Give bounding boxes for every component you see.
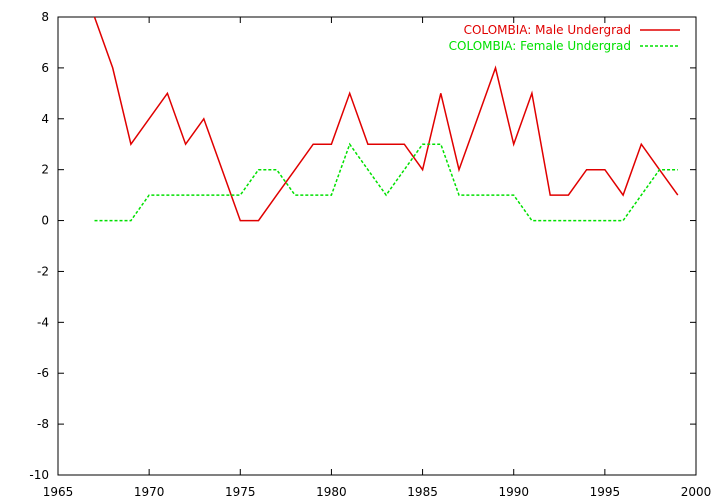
y-tick-label: 8 [41, 10, 49, 24]
series-line-1 [93, 16, 679, 222]
y-tick-label: -8 [37, 417, 49, 431]
y-tick-label: 2 [41, 163, 49, 177]
x-tick-label: 1970 [134, 485, 165, 499]
y-tick-label: -10 [29, 468, 49, 482]
y-tick-label: -6 [37, 366, 49, 380]
axes: 1965 1970 1975 1980 1985 1990 1995 2000 -10 -8 -6 -… [29, 10, 711, 499]
x-tick-label: 2000 [681, 485, 712, 499]
series-layer [93, 16, 679, 222]
x-tick-label: 1990 [498, 485, 529, 499]
y-tick-label: -2 [37, 264, 49, 278]
y-tick-label: -4 [37, 315, 49, 329]
x-tick-label: 1965 [43, 485, 74, 499]
x-tick-label: 1975 [225, 485, 256, 499]
plot-frame [57, 16, 697, 476]
series-line-2 [94, 142, 678, 222]
x-tick-label: 1985 [407, 485, 438, 499]
y-tick-label: 6 [41, 61, 49, 75]
x-tick-label: 1980 [316, 485, 347, 499]
legend: COLOMBIA: Male Undergrad COLOMBIA: Female… [449, 23, 680, 53]
legend-label-1: COLOMBIA: Male Undergrad [464, 23, 631, 37]
x-tick-label: 1995 [590, 485, 621, 499]
legend-label-2: COLOMBIA: Female Undergrad [449, 39, 631, 53]
y-tick-label: 4 [41, 112, 49, 126]
y-tick-label: 0 [41, 214, 49, 228]
